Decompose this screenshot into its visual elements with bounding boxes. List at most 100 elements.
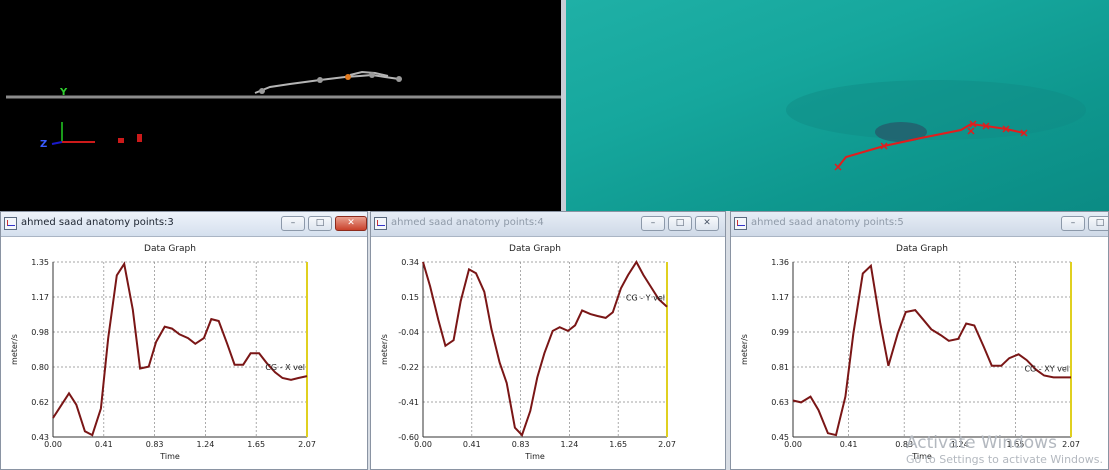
minimize-button[interactable]: – (1061, 216, 1085, 231)
y-tick-label: 1.17 (771, 293, 789, 302)
y-tick-label: 0.62 (31, 398, 49, 407)
joint-marker (259, 88, 265, 94)
x-tick-label: 0.41 (95, 440, 113, 449)
x-tick-label: 0.83 (146, 440, 164, 449)
window-titlebar[interactable]: ahmed saad anatomy points:4 – □ ✕ (371, 212, 725, 237)
graph-window-points-5[interactable]: ahmed saad anatomy points:5 – □ Data Gra… (730, 211, 1109, 470)
y-axis-label: meter/s (380, 334, 389, 365)
joint-marker-selected (345, 74, 351, 80)
chart-title: Data Graph (896, 244, 948, 254)
series-label: CG - XY vel (1024, 364, 1069, 373)
y-tick-label: 0.15 (401, 293, 419, 302)
graph-window-points-3[interactable]: ahmed saad anatomy points:3 – □ ✕ Data G… (0, 211, 368, 470)
x-tick-label: 0.00 (44, 440, 62, 449)
y-tick-label: 0.80 (31, 363, 49, 372)
maximize-button[interactable]: □ (668, 216, 692, 231)
skeleton-limb (349, 70, 389, 77)
chart-svg: Data Graph 0.00 0.41 0.83 1.24 1.65 2.07 0.34 0.… (380, 244, 676, 461)
data-graph[interactable]: Data Graph 0.00 0.41 0.83 1.24 1.65 2.07 1.36 1.… (731, 237, 1108, 469)
y-axis-label: meter/s (740, 334, 749, 365)
x-tick-label: 1.65 (247, 440, 265, 449)
close-button[interactable]: ✕ (695, 216, 719, 231)
minimize-button[interactable]: – (641, 216, 665, 231)
series-line (422, 260, 668, 437)
y-tick-label: 1.35 (31, 258, 49, 267)
x-tick-label: 1.24 (196, 440, 214, 449)
data-graph[interactable]: Data Graph 0.00 0.41 0.83 1.24 1.65 2.07 0.34 0.… (371, 237, 725, 469)
y-tick-label: -0.22 (398, 363, 419, 372)
graph-window-points-4[interactable]: ahmed saad anatomy points:4 – □ ✕ Data G… (370, 211, 726, 470)
series-line (52, 261, 308, 437)
joint-marker (369, 72, 375, 78)
watermark-subtitle: Go to Settings to activate Windows. (905, 453, 1103, 466)
minimize-button[interactable]: – (281, 216, 305, 231)
graph-window-icon (374, 217, 387, 230)
chart-title: Data Graph (144, 244, 196, 254)
plot-frame (792, 261, 1072, 438)
x-axis-label: Time (159, 452, 180, 461)
x-tick-label: 0.83 (895, 440, 913, 449)
chart-svg: Data Graph 0.00 0.41 0.83 1.24 1.65 2.07 1.36 1.… (740, 244, 1080, 461)
y-tick-label: 0.98 (31, 328, 49, 337)
window-title: ahmed saad anatomy points:3 (21, 217, 174, 228)
x-tick-label: 2.07 (658, 440, 676, 449)
series-line (792, 263, 1071, 437)
graph-window-icon (734, 217, 747, 230)
y-tick-label: 0.34 (401, 258, 419, 267)
x-tick-label: 1.24 (951, 440, 969, 449)
3d-view-canvas[interactable]: Y Z (0, 0, 561, 211)
video-panel[interactable] (566, 0, 1109, 211)
x-tick-label: 2.07 (298, 440, 316, 449)
tracking-overlay (837, 122, 1025, 168)
video-frame (786, 80, 1086, 171)
y-tick-label: 1.17 (31, 293, 49, 302)
y-tick-label: 0.81 (771, 363, 789, 372)
series-label: CG - Y vel (626, 294, 665, 303)
axes-gizmo: Y Z (40, 87, 142, 150)
y-tick-label: -0.04 (398, 328, 419, 337)
y-tick-label: -0.60 (398, 433, 419, 442)
x-tick-label: 0.83 (512, 440, 530, 449)
x-tick-label: 2.07 (1062, 440, 1080, 449)
x-axis-label: Time (524, 452, 545, 461)
x-tick-label: 1.24 (560, 440, 578, 449)
x-tick-label: 0.41 (840, 440, 858, 449)
maximize-button[interactable]: □ (308, 216, 332, 231)
y-tick-label: 0.63 (771, 398, 789, 407)
series-label: CG - X vel (265, 363, 305, 372)
x-axis-label: Time (911, 452, 932, 461)
joint-marker (396, 76, 402, 82)
y-axis-label: meter/s (10, 334, 19, 365)
joint-marker (317, 77, 323, 83)
close-button[interactable]: ✕ (335, 216, 367, 231)
chart-svg: Data Graph 0.00 0.41 0.83 1.24 1.65 2.07 1.35 1.… (10, 244, 316, 461)
window-titlebar[interactable]: ahmed saad anatomy points:5 – □ (731, 212, 1108, 237)
watermark-title: Activate Windows (905, 433, 1057, 453)
x-tick-label: 0.00 (784, 440, 802, 449)
data-graph[interactable]: Data Graph 0.00 0.41 0.83 1.24 1.65 2.07 1.35 1.… (1, 237, 367, 469)
y-tick-label: 1.36 (771, 258, 789, 267)
window-titlebar[interactable]: ahmed saad anatomy points:3 – □ ✕ (1, 212, 367, 237)
chart-title: Data Graph (509, 244, 561, 254)
x-tick-label: 0.41 (463, 440, 481, 449)
3d-view-panel[interactable]: Y Z (0, 0, 561, 211)
window-title: ahmed saad anatomy points:4 (391, 217, 544, 228)
y-tick-label: 0.99 (771, 328, 789, 337)
y-tick-label: -0.41 (398, 398, 419, 407)
plot-frame (52, 261, 308, 438)
x-tick-label: 0.00 (414, 440, 432, 449)
x-tick-label: 1.65 (609, 440, 627, 449)
y-tick-label: 0.45 (771, 433, 789, 442)
graph-window-icon (4, 217, 17, 230)
y-tick-label: 0.43 (31, 433, 49, 442)
x-tick-label: 1.65 (1006, 440, 1024, 449)
window-title: ahmed saad anatomy points:5 (751, 217, 904, 228)
skeleton-model (254, 73, 400, 94)
tracking-markers (834, 120, 1028, 171)
swimmer-figure (875, 122, 927, 142)
panel-divider[interactable] (561, 0, 566, 211)
maximize-button[interactable]: □ (1088, 216, 1108, 231)
y-axis-label: Y (59, 87, 68, 98)
z-axis-label: Z (40, 139, 47, 150)
activation-watermark: Activate Windows Go to Settings to activ… (906, 433, 1103, 466)
